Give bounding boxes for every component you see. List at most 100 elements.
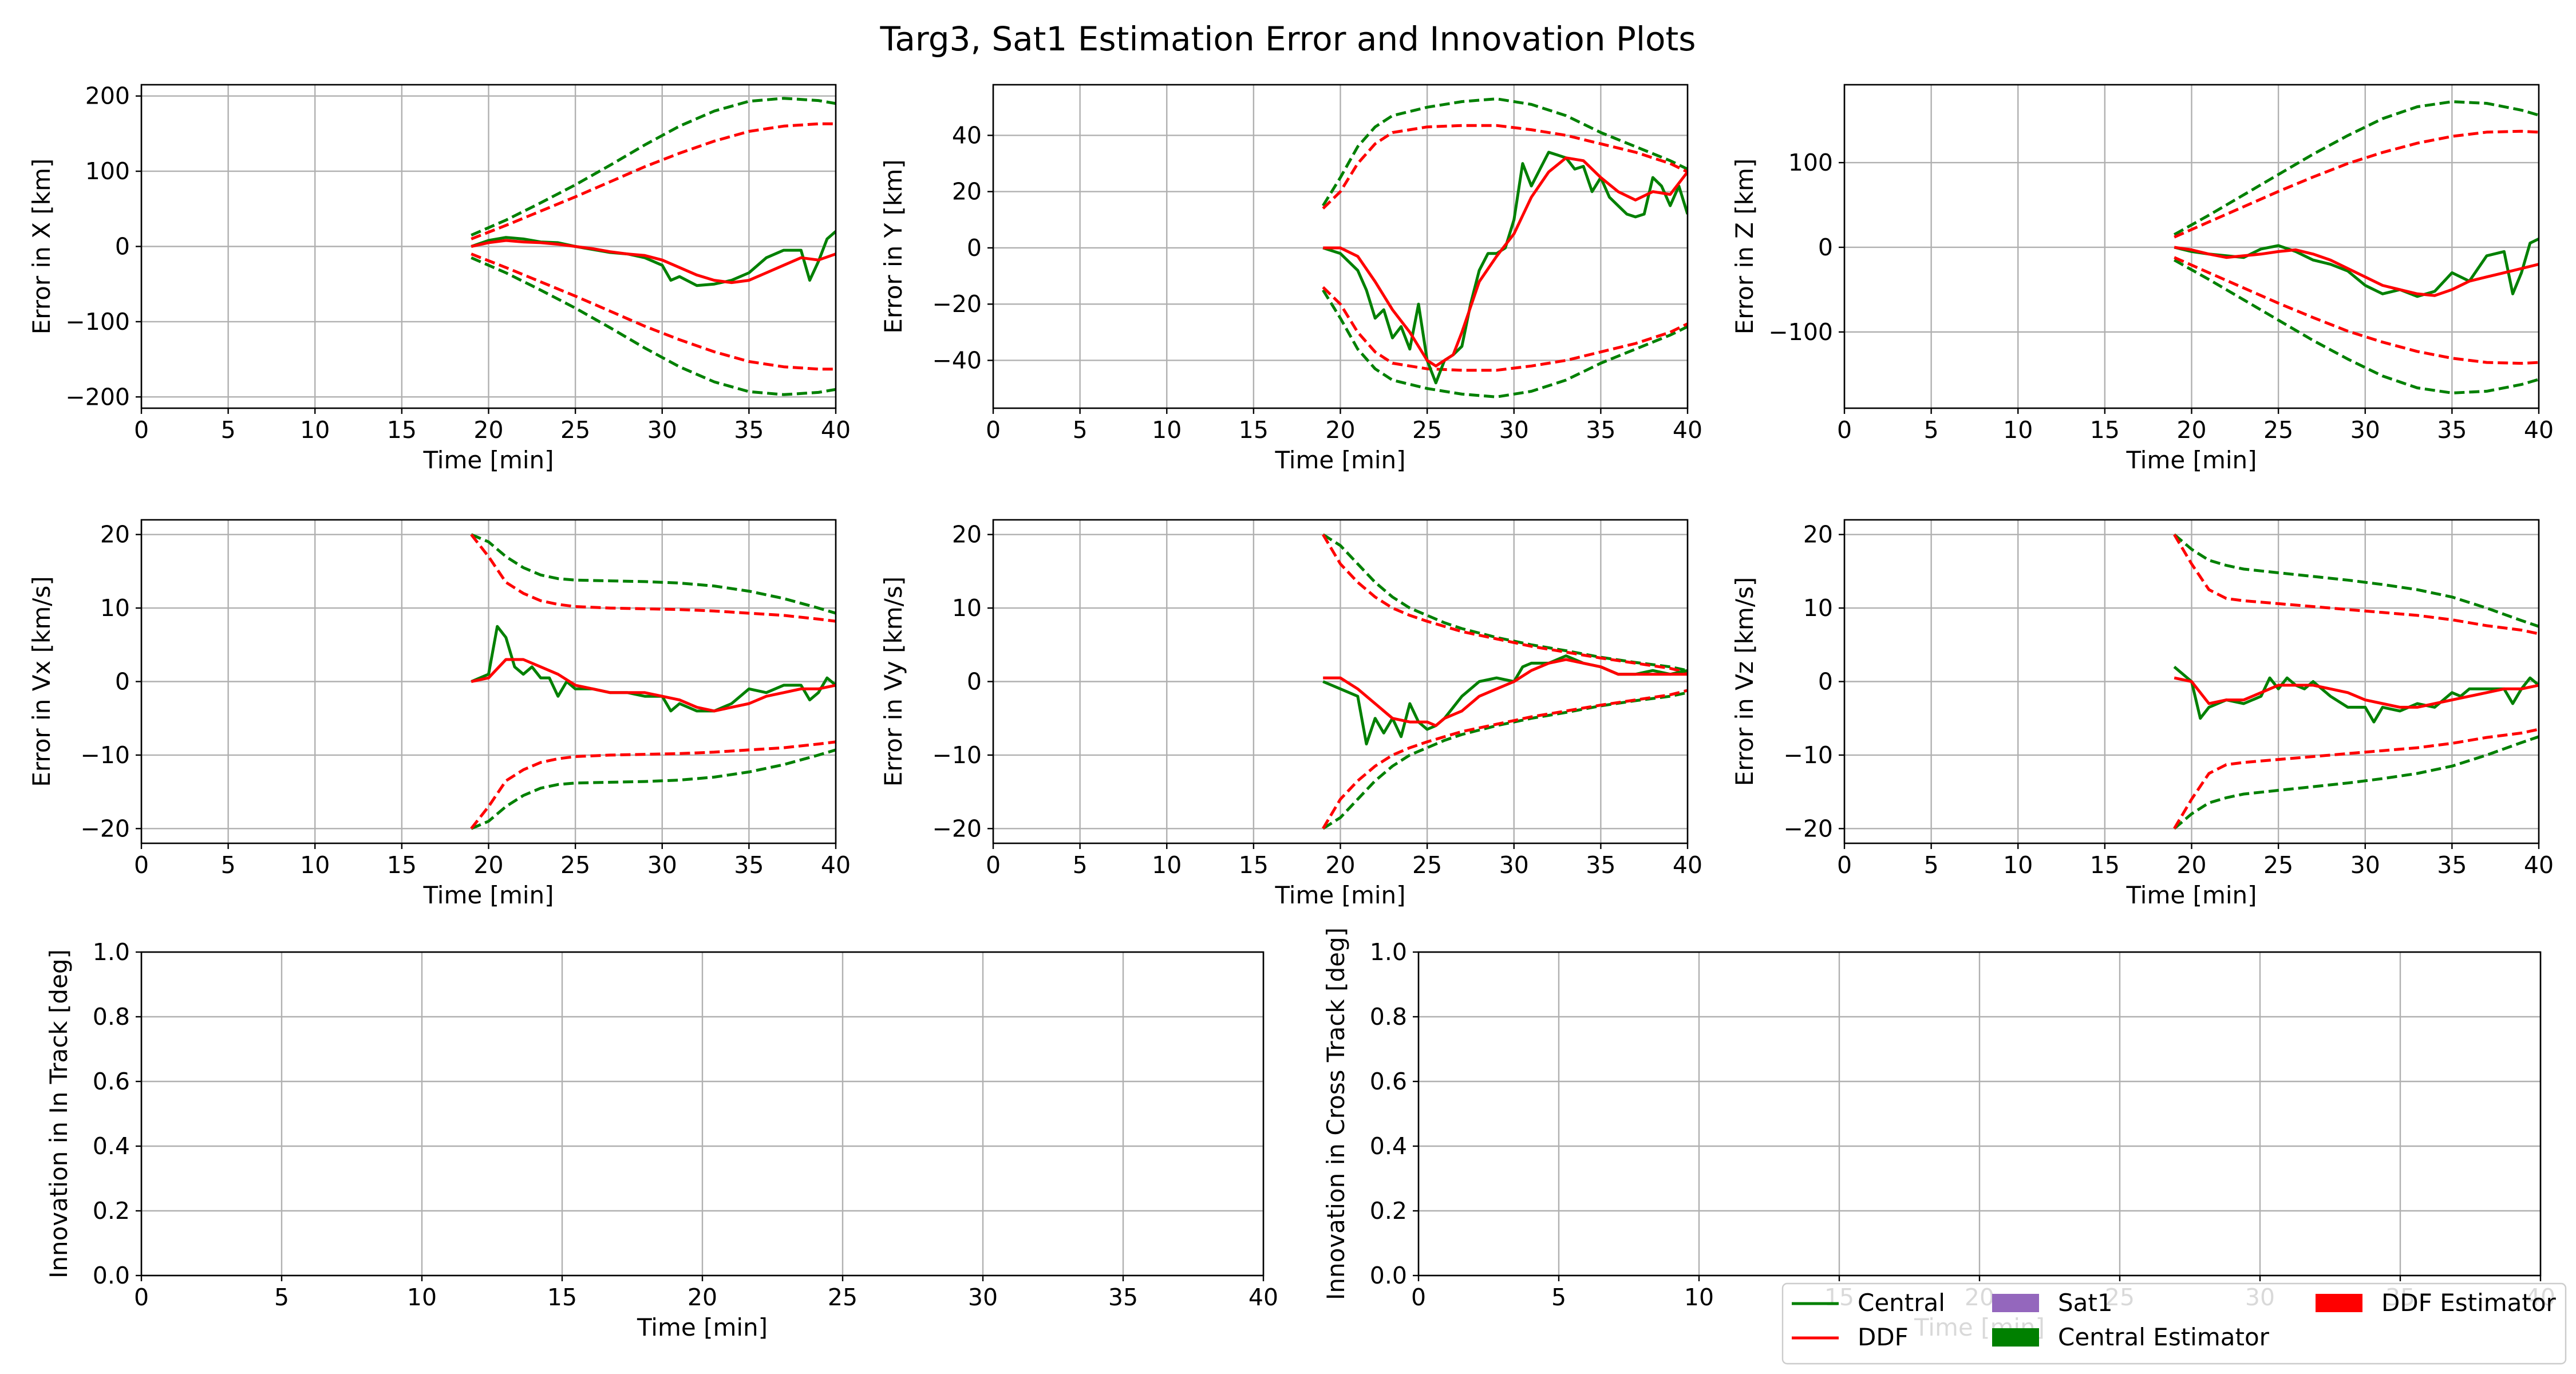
y-tick-label: 20 xyxy=(952,521,982,548)
legend-label: Sat1 xyxy=(2058,1289,2113,1317)
axes-frame xyxy=(140,84,837,409)
x-tick-label: 15 xyxy=(387,416,417,444)
x-tick-label: 15 xyxy=(2090,851,2120,879)
y-tick-label: −20 xyxy=(932,815,982,842)
x-tick-label: 10 xyxy=(1152,851,1182,879)
y-tick-label: −200 xyxy=(65,383,130,410)
x-tick-label: 30 xyxy=(647,851,677,879)
y-tick-label: 100 xyxy=(85,157,130,185)
axes-frame xyxy=(992,84,1689,409)
x-tick-label: 0 xyxy=(134,416,149,444)
x-tick-label: 25 xyxy=(2263,851,2293,879)
series-group xyxy=(2173,100,2539,394)
series-group xyxy=(1322,97,1688,398)
x-tick-label: 40 xyxy=(1249,1284,1278,1311)
y-tick-label: 1.0 xyxy=(93,938,130,966)
x-tick-label: 40 xyxy=(1673,851,1702,879)
y-tick-label: 0 xyxy=(115,668,130,696)
x-tick-label: 0 xyxy=(1837,851,1852,879)
x-tick-label: 15 xyxy=(1239,851,1269,879)
legend-item: Central xyxy=(1792,1289,1945,1317)
bound-line-lower xyxy=(470,740,836,830)
y-tick-label: −40 xyxy=(932,346,982,374)
x-tick-label: 35 xyxy=(734,416,764,444)
x-tick-label: 30 xyxy=(647,416,677,444)
y-tick-label: 0.0 xyxy=(93,1262,130,1289)
bound-line-lower xyxy=(2174,256,2539,365)
bound-line-lower xyxy=(2173,728,2539,830)
y-tick-label: 100 xyxy=(1788,149,1833,176)
x-tick-label: 20 xyxy=(2176,416,2206,444)
x-tick-label: 30 xyxy=(2350,416,2380,444)
x-tick-label: 20 xyxy=(473,851,503,879)
x-axis-label: Time [min] xyxy=(422,881,554,909)
x-axis-label: Time [min] xyxy=(1274,881,1405,909)
x-tick-label: 0 xyxy=(1411,1284,1426,1311)
x-tick-label: 40 xyxy=(2524,416,2554,444)
x-tick-label: 15 xyxy=(1239,416,1269,444)
x-tick-label: 0 xyxy=(134,851,149,879)
series-group xyxy=(470,533,836,830)
bound-line-lower xyxy=(471,748,836,830)
x-axis-label: Time [min] xyxy=(422,446,554,474)
bound-line-upper xyxy=(471,533,836,615)
x-tick-label: 25 xyxy=(560,416,590,444)
x-tick-label: 5 xyxy=(221,416,236,444)
x-axis-label: Time [min] xyxy=(1274,446,1405,474)
x-tick-label: 35 xyxy=(1586,416,1615,444)
bound-line-upper xyxy=(2173,533,2539,628)
y-tick-label: −10 xyxy=(80,741,130,769)
y-tick-label: 0 xyxy=(1818,234,1833,261)
subplot-1: 0 5 10 15 20 25 30 35 40 −200 −100 0 100 200 Time [min… xyxy=(27,82,851,474)
x-tick-label: 20 xyxy=(688,1284,717,1311)
y-tick-label: 0.8 xyxy=(93,1003,130,1030)
y-tick-label: 0 xyxy=(1818,668,1833,696)
y-tick-label: 0.8 xyxy=(1370,1003,1407,1030)
y-axis-label: Error in Vx [km/s] xyxy=(27,576,56,787)
x-tick-label: 15 xyxy=(387,851,417,879)
y-tick-label: −10 xyxy=(1783,741,1833,769)
x-tick-label: 5 xyxy=(1073,416,1088,444)
y-tick-label: −10 xyxy=(932,741,982,769)
y-tick-label: 10 xyxy=(100,594,130,622)
x-tick-label: 35 xyxy=(734,851,764,879)
x-tick-label: 35 xyxy=(2437,416,2467,444)
y-tick-label: 20 xyxy=(1803,521,1833,548)
x-tick-label: 20 xyxy=(1325,416,1355,444)
y-axis-label: Error in X [km] xyxy=(27,159,56,335)
axes-frame xyxy=(992,519,1689,844)
y-tick-label: 0.4 xyxy=(1370,1132,1407,1160)
axes-frame xyxy=(1843,519,2540,844)
legend-label: Central Estimator xyxy=(2058,1323,2270,1351)
y-tick-label: 0.6 xyxy=(1370,1068,1407,1095)
legend-label: DDF Estimator xyxy=(2381,1289,2557,1317)
bound-line-lower xyxy=(471,256,836,396)
x-tick-label: 10 xyxy=(300,851,330,879)
x-tick-label: 25 xyxy=(828,1284,858,1311)
x-tick-label: 30 xyxy=(968,1284,998,1311)
x-axis-label: Time [min] xyxy=(2125,446,2257,474)
subplot-3: 0 5 10 15 20 25 30 35 40 −100 0 100 Time [min] Error … xyxy=(1730,84,2554,474)
x-tick-label: 0 xyxy=(1837,416,1852,444)
y-tick-label: 200 xyxy=(85,82,130,110)
legend-item: DDF Estimator xyxy=(2316,1289,2557,1317)
y-axis-label: Error in Vz [km/s] xyxy=(1730,577,1759,787)
error-line xyxy=(1322,151,1688,385)
bound-line-lower xyxy=(471,252,836,371)
x-tick-label: 25 xyxy=(1412,416,1442,444)
x-axis-label: Time [min] xyxy=(2125,881,2257,909)
x-tick-label: 15 xyxy=(547,1284,577,1311)
error-line xyxy=(2174,676,2539,709)
x-tick-label: 0 xyxy=(986,851,1001,879)
bound-line-lower xyxy=(2173,259,2539,394)
bound-line-upper xyxy=(1322,124,1688,210)
legend-patch-swatch xyxy=(2316,1294,2362,1312)
bound-line-upper xyxy=(2173,100,2539,236)
y-tick-label: 0.0 xyxy=(1370,1262,1407,1289)
x-axis-label: Time [min] xyxy=(637,1313,768,1341)
y-tick-label: 1.0 xyxy=(1370,938,1407,966)
y-tick-label: 0.4 xyxy=(93,1132,130,1160)
